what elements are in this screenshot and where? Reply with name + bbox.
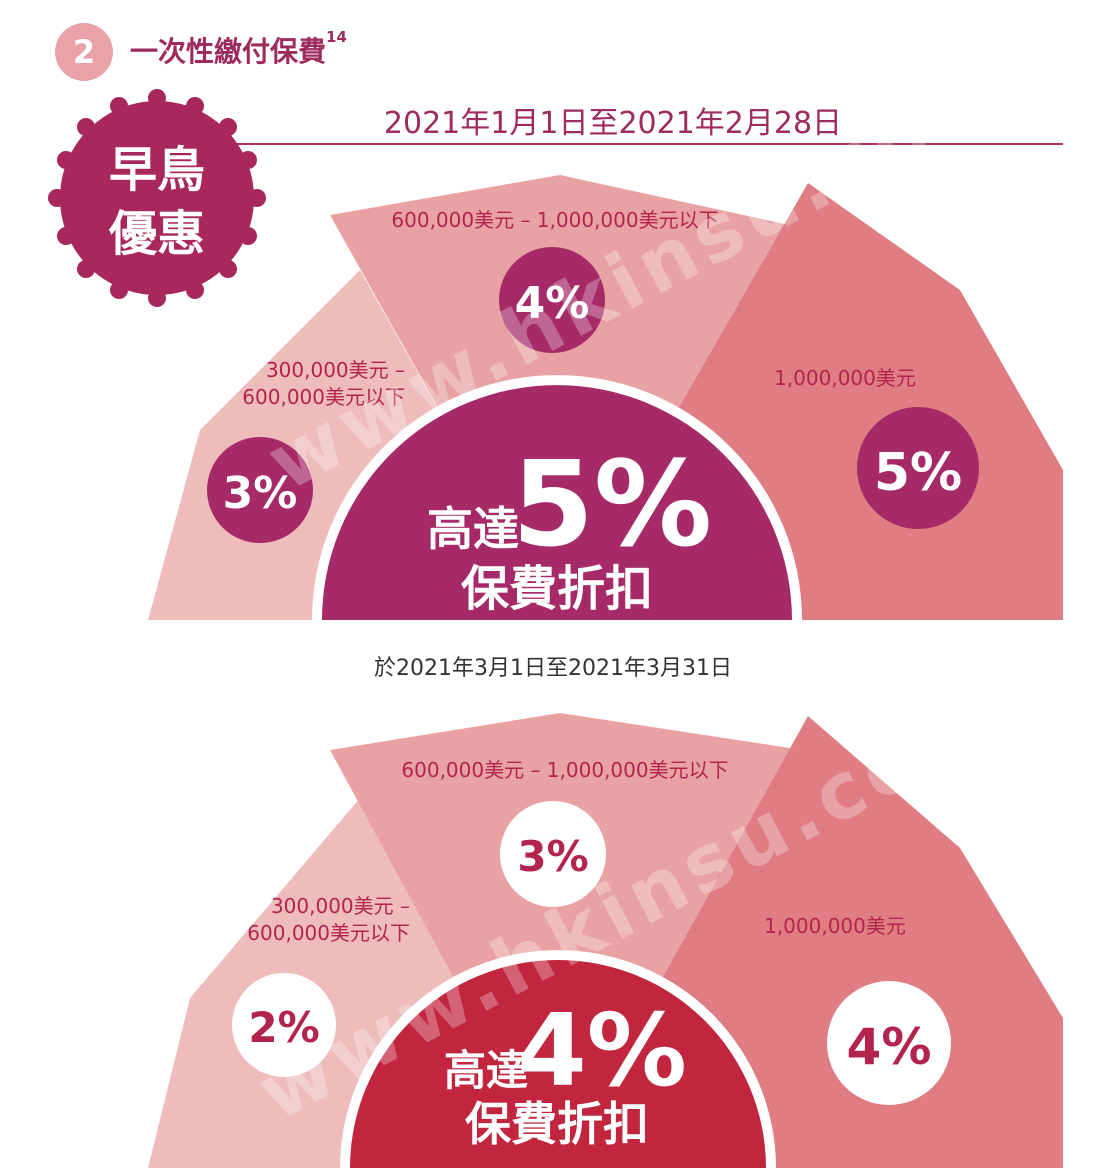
march-period: 於2021年3月1日至2021年3月31日	[374, 656, 732, 681]
march-fan-diagram: 2% 3% 4% 高達 4% 保費折扣	[148, 713, 1063, 1168]
tier-middle-value-circle: 3%	[500, 801, 606, 907]
tier-right-label: 1,000,000美元	[764, 914, 906, 938]
badge-line1: 早鳥	[109, 142, 205, 198]
divider-line	[230, 143, 1063, 145]
tier-right-value: 4%	[847, 1018, 932, 1076]
tier-right-value: 5%	[874, 443, 962, 503]
center-prefix: 高達	[444, 1046, 528, 1095]
tier-right-value-circle: 4%	[827, 981, 951, 1105]
tier-left-label-line2: 600,000美元以下	[247, 921, 410, 945]
center-suffix: 保費折扣	[465, 1097, 649, 1151]
tier-left-label: 300,000美元 – 600,000美元以下	[205, 357, 405, 411]
tier-middle-wedge	[330, 713, 803, 1168]
center-discount-semicircle: 高達 5% 保費折扣	[312, 375, 802, 620]
center-suffix: 保費折扣	[461, 561, 653, 617]
tier-right-value-circle: 5%	[857, 407, 979, 529]
early-bird-period: 2021年1月1日至2021年2月28日	[0, 98, 1106, 142]
section-title-text: 一次性繳付保費	[130, 35, 327, 68]
tier-left-label-line1: 300,000美元 –	[265, 358, 405, 382]
tier-middle-value: 4%	[515, 278, 590, 329]
section-title: 一次性繳付保費14	[130, 28, 347, 70]
tier-left-value-circle: 2%	[232, 973, 336, 1077]
tier-right-label: 1,000,000美元	[774, 366, 916, 390]
tier-left-value: 2%	[248, 1003, 319, 1052]
tier-left-label-line1: 300,000美元 –	[270, 894, 410, 918]
tier-middle-value-circle: 4%	[499, 247, 605, 353]
early-bird-period-text: 2021年1月1日至2021年2月28日	[383, 106, 843, 141]
center-prefix: 高達	[427, 502, 519, 556]
tier-middle-value: 3%	[517, 832, 588, 881]
center-value: 5%	[512, 435, 712, 573]
center-discount-semicircle: 高達 4% 保費折扣	[340, 950, 776, 1168]
footnote-marker: 14	[326, 28, 347, 46]
early-bird-badge: 早鳥 優惠	[48, 89, 266, 307]
tier-left-label-line2: 600,000美元以下	[242, 385, 405, 409]
tier-middle-label: 600,000美元 – 1,000,000美元以下	[401, 758, 729, 782]
tier-middle-label: 600,000美元 – 1,000,000美元以下	[391, 208, 719, 232]
tier-left-value: 3%	[223, 468, 298, 519]
tier-left-label: 300,000美元 – 600,000美元以下	[210, 893, 410, 947]
early-bird-fan-diagram: 早鳥 優惠 3% 4% 5% 高達 5% 保費折扣	[48, 89, 1063, 620]
section-number-badge: 2	[55, 23, 113, 81]
center-value: 4%	[517, 992, 687, 1109]
tier-left-value-circle: 3%	[207, 437, 313, 543]
badge-line2: 優惠	[108, 206, 205, 262]
